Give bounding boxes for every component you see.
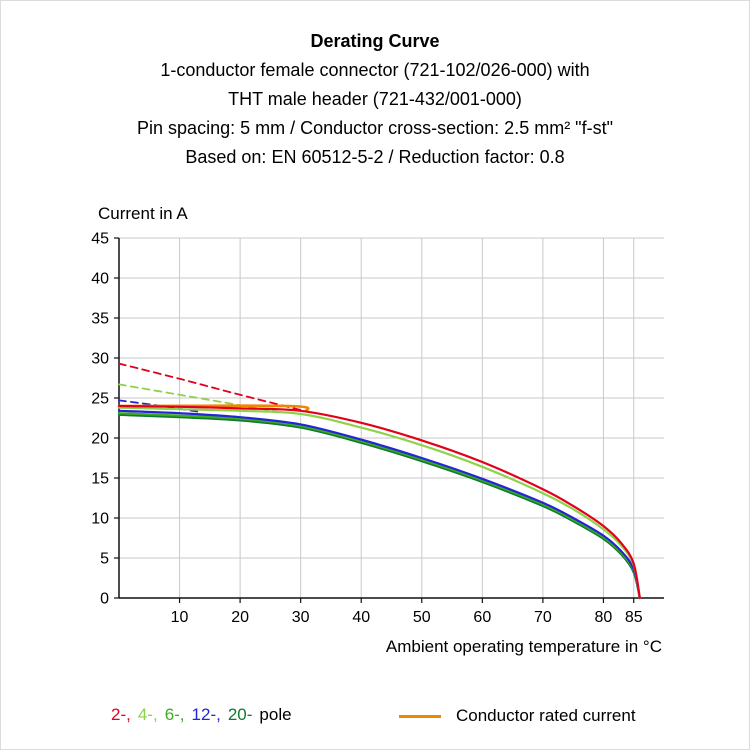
chart-subtitle-line-2: THT male header (721-432/001-000) <box>228 89 522 109</box>
series-2-pole <box>117 404 641 600</box>
series-6-pole <box>117 412 641 600</box>
svg-text:20: 20 <box>231 609 249 626</box>
pole-legend-item: 6-, <box>164 705 185 724</box>
chart-header: Derating Curve 1-conductor female connec… <box>1 27 749 172</box>
rated-current-label: Conductor rated current <box>456 706 636 725</box>
derating-curve-chart: 10 20 30 40 50 60 70 80 85 0 5 10 15 20 25 30 35 40 45 <box>91 231 664 626</box>
series-4-pole <box>117 406 641 600</box>
pole-legend-item: 4-, <box>137 705 158 724</box>
svg-text:80: 80 <box>595 609 613 626</box>
chart-subtitle-line-3: Pin spacing: 5 mm / Conductor cross-sect… <box>137 118 613 138</box>
pole-legend-suffix: pole <box>259 705 292 724</box>
pole-legend-item: 12-, <box>191 705 221 724</box>
svg-text:15: 15 <box>91 471 109 488</box>
svg-text:60: 60 <box>473 609 491 626</box>
svg-text:35: 35 <box>91 311 109 328</box>
series-12-pole <box>117 409 641 600</box>
svg-text:25: 25 <box>91 391 109 408</box>
svg-text:5: 5 <box>100 551 109 568</box>
svg-text:30: 30 <box>91 351 109 368</box>
svg-text:40: 40 <box>91 271 109 288</box>
svg-text:50: 50 <box>413 609 431 626</box>
svg-text:0: 0 <box>100 591 109 608</box>
svg-text:70: 70 <box>534 609 552 626</box>
rated-current-line-swatch <box>399 714 441 718</box>
rated-current-legend: Conductor rated current <box>399 703 636 729</box>
svg-text:85: 85 <box>625 609 643 626</box>
y-axis-title: Current in A <box>98 204 188 223</box>
pole-legend-item: 20- <box>227 705 253 724</box>
series-2-pole-dashed <box>118 362 302 411</box>
chart-subtitle-line-1: 1-conductor female connector (721-102/02… <box>160 60 590 80</box>
chart-title: Derating Curve <box>310 31 440 51</box>
x-axis-title: Ambient operating temperature in °C <box>385 637 662 656</box>
pole-legend-item: 2-, <box>111 705 131 724</box>
svg-text:40: 40 <box>352 609 370 626</box>
svg-text:10: 10 <box>171 609 189 626</box>
legend: 2-, 4-, 6-, 12-, 20- pole Conductor rated cur… <box>1 703 749 729</box>
pole-count-legend: 2-, 4-, 6-, 12-, 20- pole <box>111 705 292 725</box>
series-20-pole <box>117 413 641 600</box>
svg-text:30: 30 <box>292 609 310 626</box>
svg-text:10: 10 <box>91 511 109 528</box>
chart-subtitle-line-4: Based on: EN 60512-5-2 / Reduction facto… <box>185 147 565 167</box>
svg-text:20: 20 <box>91 431 109 448</box>
svg-text:45: 45 <box>91 231 109 248</box>
